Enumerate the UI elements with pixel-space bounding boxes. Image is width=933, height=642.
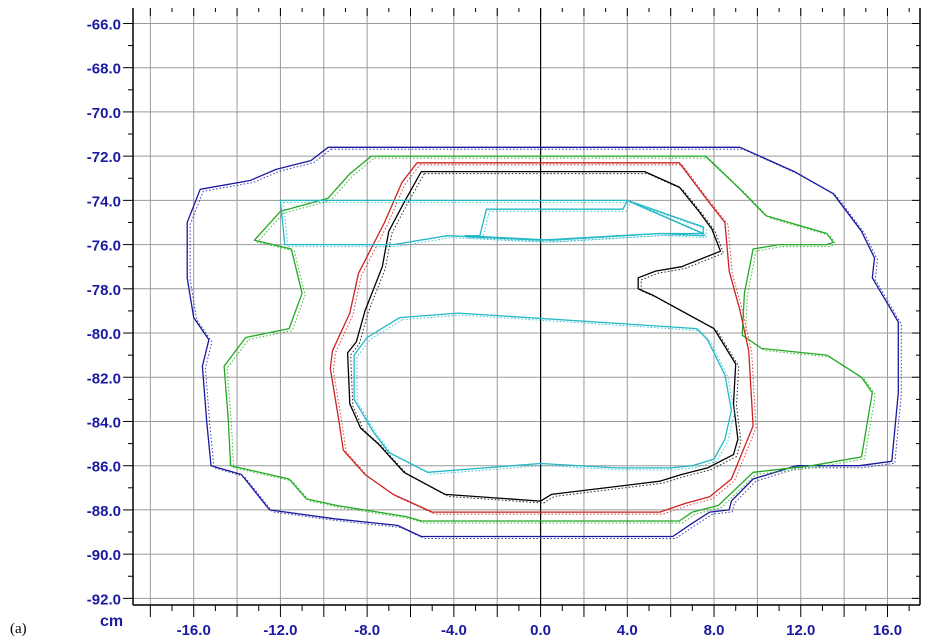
y-tick-label: -92.0: [87, 591, 121, 608]
contour-line: [223, 155, 873, 522]
x-tick-label: 0.0: [530, 622, 551, 639]
x-tick-label: 4.0: [617, 622, 638, 639]
contour-line: [329, 162, 754, 513]
contour-series: [186, 146, 902, 539]
y-tick-label: -78.0: [87, 282, 121, 299]
y-tick-label: -82.0: [87, 370, 121, 387]
contour-dotted-line: [282, 201, 707, 248]
contour-line: [464, 199, 704, 241]
x-tick-label: -16.0: [177, 622, 211, 639]
unit-label: cm: [100, 613, 123, 630]
contour-dotted-line: [467, 201, 707, 243]
contour-dotted-line: [356, 314, 735, 475]
grid: [133, 8, 920, 605]
panel-label: (a): [10, 621, 27, 637]
tick-labels: -16.0 -12.0 -8.0 -4.0 0.0 4.0 8.0 12.0 16.0 -66.0…: [87, 16, 902, 639]
y-tick-label: -90.0: [87, 547, 121, 564]
x-tick-label: 12.0: [786, 622, 815, 639]
y-tick-label: -88.0: [87, 503, 121, 520]
y-tick-label: -68.0: [87, 61, 121, 78]
contour-dotted-line: [226, 157, 876, 524]
x-tick-label: 8.0: [704, 622, 725, 639]
y-tick-label: -66.0: [87, 16, 121, 33]
x-tick-label: -8.0: [354, 622, 380, 639]
contour-dotted-line: [332, 164, 757, 515]
y-tick-label: -80.0: [87, 326, 121, 343]
axes: [123, 8, 921, 617]
x-tick-label: 16.0: [873, 622, 902, 639]
contour-line: [353, 312, 733, 473]
y-tick-label: -84.0: [87, 414, 121, 431]
contour-line: [346, 170, 739, 502]
y-tick-label: -76.0: [87, 238, 121, 255]
y-tick-label: -86.0: [87, 459, 121, 476]
y-tick-label: -72.0: [87, 149, 121, 166]
x-tick-label: -12.0: [263, 622, 297, 639]
y-tick-label: -74.0: [87, 193, 121, 210]
contour-dotted-line: [350, 173, 742, 504]
contour-dotted-line: [189, 148, 902, 539]
y-tick-label: -70.0: [87, 105, 121, 122]
x-tick-label: -4.0: [441, 622, 467, 639]
contour-line: [186, 146, 899, 538]
